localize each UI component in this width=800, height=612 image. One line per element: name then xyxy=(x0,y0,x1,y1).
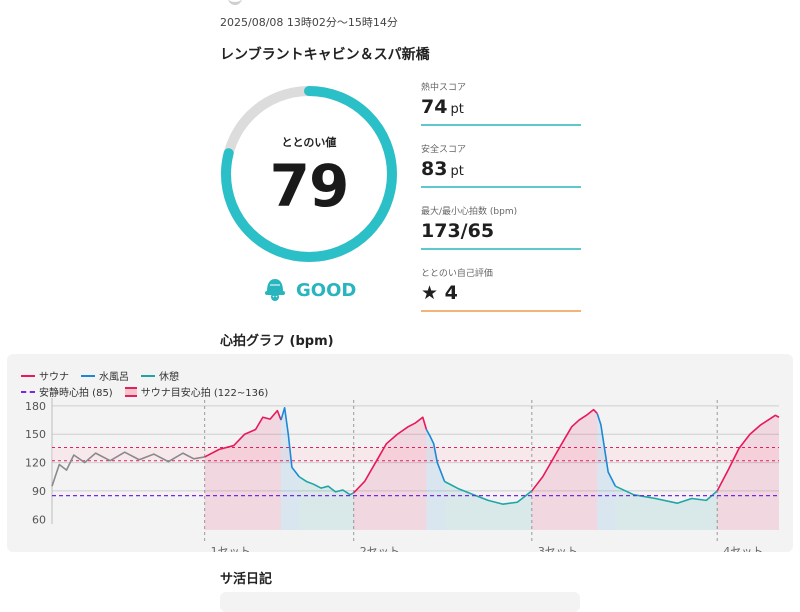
legend-row-2: 安静時心拍 (85) サウナ目安心拍 (122~136) xyxy=(21,384,280,399)
series-area xyxy=(204,410,282,530)
series-area xyxy=(444,481,532,530)
rating-text: GOOD xyxy=(296,279,357,301)
series-line xyxy=(531,408,598,492)
series-area xyxy=(717,415,779,530)
diary-section-title: サ活日記 xyxy=(220,572,273,587)
series-area xyxy=(353,417,427,530)
graph-section-title: 心拍グラフ (bpm) xyxy=(220,334,334,349)
stat-safety-score: 安全スコア 83 pt xyxy=(421,136,581,198)
stat-divider xyxy=(421,310,581,312)
series-line xyxy=(615,485,718,505)
series-area xyxy=(299,476,354,530)
stat-divider xyxy=(421,186,581,188)
series-area xyxy=(281,407,300,530)
heart-rate-chart: 60 90 120 150 180 1セット 2セット 3セット 4セット xyxy=(25,398,780,552)
legend-cold-bath: 水風呂 xyxy=(81,368,129,383)
series-line xyxy=(298,476,355,496)
series-area xyxy=(426,429,445,530)
gauge-ring xyxy=(221,86,397,262)
gauge-label: ととのい値 xyxy=(281,136,337,149)
series-line xyxy=(204,409,282,458)
set-label: 4セット xyxy=(723,545,763,552)
heart-rate-graph-card: サウナ 水風呂 休憩 安静時心拍 (85) サウナ目安心拍 (122~136) … xyxy=(7,354,793,552)
sauna-hat-icon xyxy=(265,279,285,301)
stat-heart-rate: 最大/最小心拍数 (bpm) 173/65 xyxy=(421,198,581,260)
set-label: 1セット xyxy=(211,545,251,552)
legend-rest: 休憩 xyxy=(141,368,179,383)
series-area xyxy=(597,413,616,530)
y-tick-label: 90 xyxy=(32,485,46,498)
stats-panel: 熱中スコア 74 pt 安全スコア 83 pt 最大/最小心拍数 (bpm) 173… xyxy=(421,74,581,322)
legend-target-band: サウナ目安心拍 (122~136) xyxy=(124,384,268,399)
y-tick-label: 60 xyxy=(32,513,46,526)
stat-value: ★ 4 xyxy=(421,282,458,304)
stat-value: 74 pt xyxy=(421,96,464,118)
target-band xyxy=(52,447,779,461)
series-line xyxy=(51,451,205,487)
stat-divider xyxy=(421,248,581,250)
set-label: 3セット xyxy=(538,545,578,552)
y-tick-label: 180 xyxy=(25,400,46,413)
legend-row-1: サウナ 水風呂 休憩 xyxy=(21,368,191,383)
totonoi-gauge: ととのい値 79 xyxy=(217,82,401,266)
series-area xyxy=(531,409,598,530)
y-tick-label: 150 xyxy=(25,428,46,441)
session-datetime: 2025/08/08 13時02分〜15時14分 xyxy=(220,16,398,29)
rating-badge: GOOD xyxy=(264,276,356,304)
series-line xyxy=(280,406,300,478)
stat-label: 安全スコア xyxy=(421,145,467,155)
set-label: 2セット xyxy=(360,545,400,552)
stat-label: ととのい自己評価 xyxy=(421,269,493,279)
legend-sauna: サウナ xyxy=(21,368,69,383)
series-line xyxy=(425,429,446,482)
facility-name: レンブラントキャビン＆スパ新橋 xyxy=(220,47,430,63)
stat-heat-score: 熱中スコア 74 pt xyxy=(421,74,581,136)
y-tick-label: 120 xyxy=(25,457,46,470)
stat-self-evaluation: ととのい自己評価 ★ 4 xyxy=(421,260,581,322)
stat-value: 173/65 xyxy=(421,220,495,242)
top-decoration xyxy=(228,0,242,5)
gauge-value: 79 xyxy=(269,152,350,220)
stat-label: 熱中スコア xyxy=(421,83,467,93)
diary-entry-box[interactable] xyxy=(220,592,580,612)
legend-resting-hr: 安静時心拍 (85) xyxy=(21,384,113,399)
stat-label: 最大/最小心拍数 (bpm) xyxy=(421,207,518,217)
series-line xyxy=(596,413,617,487)
stat-divider xyxy=(421,124,581,126)
series-line xyxy=(444,480,533,505)
series-line xyxy=(353,416,428,494)
series-line xyxy=(716,414,780,492)
stat-value: 83 pt xyxy=(421,158,464,180)
series-area xyxy=(615,486,718,530)
